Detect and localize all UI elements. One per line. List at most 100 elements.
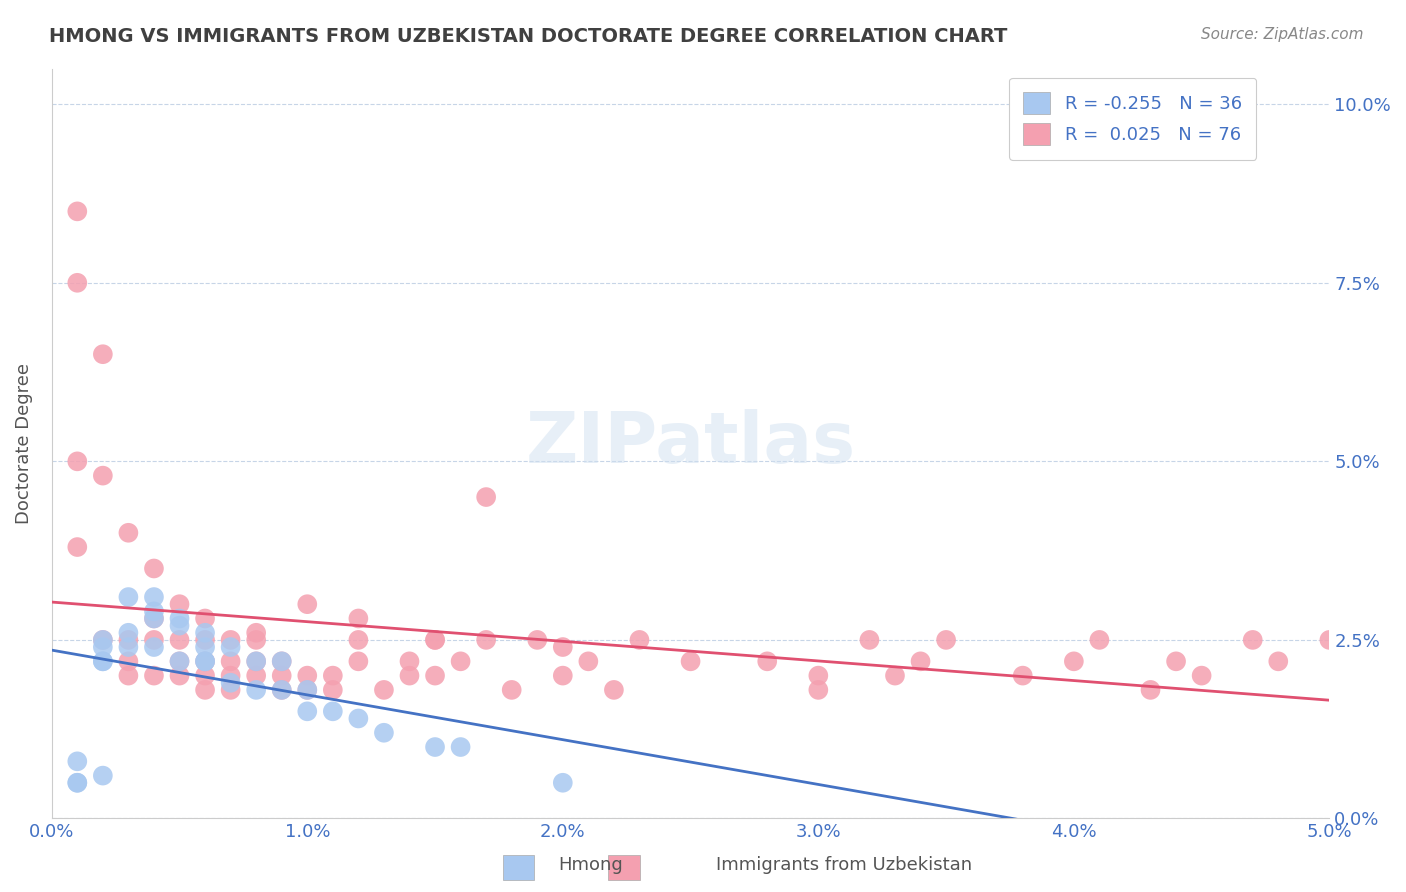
Point: [66, 754, 89, 768]
Point: [423, 632, 446, 647]
Point: [270, 682, 292, 697]
Point: [91, 468, 114, 483]
Point: [219, 668, 242, 682]
Point: [373, 682, 395, 697]
Point: [169, 654, 191, 668]
Point: [143, 611, 166, 625]
Point: [576, 654, 599, 668]
Point: [245, 654, 267, 668]
Point: [194, 640, 217, 654]
Point: [219, 640, 242, 654]
Point: [297, 704, 319, 718]
Point: [194, 632, 217, 647]
Point: [884, 668, 907, 682]
Point: [66, 776, 89, 790]
Point: [935, 632, 957, 647]
Point: [322, 668, 344, 682]
Point: [194, 654, 217, 668]
Point: [603, 682, 626, 697]
Point: [551, 776, 574, 790]
Point: [347, 711, 370, 725]
Point: [194, 654, 217, 668]
Point: [245, 632, 267, 647]
Point: [551, 640, 574, 654]
Point: [117, 654, 139, 668]
Point: [347, 632, 370, 647]
Point: [143, 611, 166, 625]
Point: [194, 654, 217, 668]
Point: [117, 640, 139, 654]
Point: [297, 668, 319, 682]
Point: [245, 668, 267, 682]
Y-axis label: Doctorate Degree: Doctorate Degree: [15, 363, 32, 524]
Point: [143, 640, 166, 654]
Point: [169, 618, 191, 632]
Point: [245, 625, 267, 640]
Point: [1191, 668, 1213, 682]
Point: [143, 590, 166, 604]
Text: Immigrants from Uzbekistan: Immigrants from Uzbekistan: [716, 856, 972, 874]
Point: [322, 704, 344, 718]
Point: [194, 611, 217, 625]
Point: [1063, 654, 1085, 668]
Point: [91, 769, 114, 783]
Legend: R = -0.255   N = 36, R =  0.025   N = 76: R = -0.255 N = 36, R = 0.025 N = 76: [1010, 78, 1257, 160]
Point: [756, 654, 779, 668]
Point: [169, 597, 191, 611]
Point: [347, 611, 370, 625]
Point: [347, 654, 370, 668]
Point: [194, 668, 217, 682]
Point: [1139, 682, 1161, 697]
Point: [373, 725, 395, 739]
Point: [322, 682, 344, 697]
Point: [475, 632, 498, 647]
Point: [245, 682, 267, 697]
Point: [475, 490, 498, 504]
Point: [219, 675, 242, 690]
Point: [91, 654, 114, 668]
Point: [270, 654, 292, 668]
Point: [398, 654, 420, 668]
Point: [91, 632, 114, 647]
Point: [628, 632, 651, 647]
Point: [117, 590, 139, 604]
Bar: [503, 855, 534, 880]
Point: [66, 540, 89, 554]
Point: [169, 632, 191, 647]
Point: [117, 625, 139, 640]
Point: [66, 276, 89, 290]
Point: [66, 454, 89, 468]
Point: [117, 668, 139, 682]
Point: [194, 682, 217, 697]
Point: [297, 682, 319, 697]
Text: HMONG VS IMMIGRANTS FROM UZBEKISTAN DOCTORATE DEGREE CORRELATION CHART: HMONG VS IMMIGRANTS FROM UZBEKISTAN DOCT…: [49, 27, 1008, 45]
Point: [91, 640, 114, 654]
Point: [1267, 654, 1289, 668]
Point: [66, 204, 89, 219]
Point: [219, 654, 242, 668]
Point: [117, 525, 139, 540]
Point: [807, 668, 830, 682]
Point: [423, 668, 446, 682]
Point: [807, 682, 830, 697]
Point: [270, 668, 292, 682]
Point: [245, 654, 267, 668]
Point: [143, 632, 166, 647]
Point: [194, 625, 217, 640]
Point: [1319, 632, 1341, 647]
Point: [423, 739, 446, 754]
Point: [117, 632, 139, 647]
Point: [398, 668, 420, 682]
Point: [66, 776, 89, 790]
Point: [1241, 632, 1264, 647]
Point: [297, 597, 319, 611]
Point: [450, 739, 472, 754]
Point: [551, 668, 574, 682]
Point: [169, 611, 191, 625]
Text: Hmong: Hmong: [558, 856, 623, 874]
Point: [143, 561, 166, 575]
Text: Source: ZipAtlas.com: Source: ZipAtlas.com: [1201, 27, 1364, 42]
Point: [450, 654, 472, 668]
Point: [169, 668, 191, 682]
Point: [91, 347, 114, 361]
